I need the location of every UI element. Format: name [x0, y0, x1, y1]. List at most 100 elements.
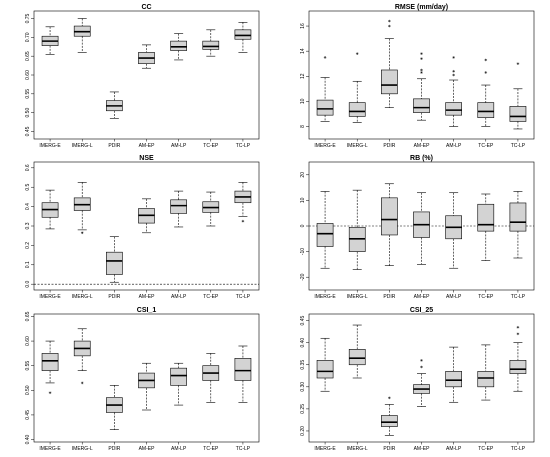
y-tick-label: 16	[300, 23, 306, 29]
box-imerg-e	[316, 337, 334, 392]
box-iqr	[509, 202, 527, 232]
y-tick-label: 0.35	[300, 360, 306, 370]
box-tc-ep	[477, 58, 495, 127]
y-tick-label: 0.65	[25, 311, 31, 321]
box-imerg-l	[348, 189, 366, 270]
y-tick-label: 0	[300, 224, 306, 227]
y-tick-label: 0.0	[25, 280, 31, 287]
box-iqr	[348, 102, 366, 117]
plot-frame	[33, 161, 260, 291]
x-tick-label: AM-EP	[139, 446, 156, 452]
box-am-lp	[170, 362, 187, 406]
outlier-point	[241, 219, 245, 223]
y-tick-label: 0.50	[25, 385, 31, 395]
x-tick-label: TC-EP	[478, 143, 494, 149]
outlier-point	[80, 231, 84, 235]
panel-nse: NSE 0.0 0.1 0.2 0.3 0.4 0.5 0.6 IMERG-E IMERG-L PD…	[25, 155, 260, 300]
box-imerg-l	[73, 18, 91, 53]
panel-title: NSE	[139, 155, 154, 162]
x-tick-label: PDIR	[108, 143, 120, 149]
box-pdir	[106, 385, 123, 430]
y-tick-label: 0.65	[25, 51, 31, 61]
y-tick-label: 0.55	[25, 361, 31, 371]
x-tick-label: AM-LP	[171, 143, 187, 149]
x-tick-label: IMERG-L	[347, 143, 368, 149]
x-tick-label: IMERG-L	[72, 294, 93, 300]
box-tc-ep	[202, 353, 220, 403]
box-imerg-e	[41, 189, 59, 230]
box-iqr	[316, 99, 334, 116]
y-tick-label: 0.45	[25, 410, 31, 420]
box-pdir	[381, 396, 398, 436]
y-tick-label: 0.60	[25, 336, 31, 346]
x-tick-label: TC-LP	[511, 446, 526, 452]
x-tick-label: TC-LP	[511, 294, 526, 300]
x-tick-label: PDIR	[108, 446, 120, 452]
box-iqr	[234, 358, 252, 381]
box-iqr	[509, 360, 527, 374]
box-tc-lp	[234, 21, 252, 53]
x-tick-label: IMERG-E	[39, 143, 61, 149]
box-imerg-l	[73, 182, 91, 235]
box-iqr	[445, 371, 462, 388]
panel-cc: CC 0.45 0.50 0.55 0.60 0.65 0.70 0.75 IMERG-E IME…	[25, 4, 260, 149]
box-tc-ep	[202, 191, 220, 227]
y-tick-label: 0.40	[25, 434, 31, 444]
box-am-ep	[413, 52, 430, 121]
outlier-point	[420, 68, 423, 72]
x-tick-label: IMERG-E	[39, 446, 61, 452]
box-iqr	[509, 106, 527, 122]
y-tick-label: 12	[300, 73, 306, 79]
y-tick-label: 0.50	[25, 108, 31, 118]
y-tick-label: 0.70	[25, 32, 31, 42]
outlier-point	[516, 325, 520, 329]
x-tick-label: IMERG-E	[314, 143, 336, 149]
box-pdir	[106, 91, 123, 119]
outlier-point	[516, 332, 520, 336]
box-iqr	[381, 415, 398, 427]
outlier-point	[420, 359, 423, 362]
outlier-point	[420, 365, 423, 369]
y-tick-label: -10	[300, 248, 306, 255]
box-tc-lp	[234, 182, 252, 223]
x-tick-label: TC-EP	[203, 446, 219, 452]
outlier-point	[452, 56, 455, 59]
outlier-point	[355, 52, 359, 55]
box-tc-ep	[202, 29, 220, 57]
x-tick-label: AM-EP	[139, 143, 156, 149]
box-tc-lp	[509, 191, 527, 259]
box-iqr	[316, 223, 334, 247]
x-tick-label: IMERG-L	[72, 143, 93, 149]
x-tick-label: IMERG-L	[72, 446, 93, 452]
x-tick-label: TC-EP	[478, 446, 494, 452]
box-pdir	[106, 236, 123, 283]
box-iqr	[413, 98, 430, 113]
y-tick-label: 0.20	[300, 426, 306, 436]
x-tick-label: AM-LP	[446, 446, 462, 452]
box-iqr	[477, 102, 495, 118]
x-tick-label: IMERG-L	[347, 446, 368, 452]
panel-csi-1: CSI_1 0.40 0.45 0.50 0.55 0.60 0.65 IMERG-E IMER…	[25, 307, 260, 452]
outlier-point	[452, 73, 455, 77]
x-tick-label: PDIR	[383, 446, 395, 452]
box-imerg-e	[41, 340, 59, 395]
outlier-point	[452, 69, 455, 73]
x-tick-label: IMERG-L	[347, 294, 368, 300]
box-am-lp	[170, 33, 187, 61]
box-tc-lp	[509, 62, 527, 130]
y-tick-label: 10	[300, 197, 306, 203]
panel-title: CC	[141, 4, 151, 11]
box-am-lp	[170, 190, 187, 228]
box-iqr	[445, 102, 462, 116]
x-tick-label: TC-LP	[236, 446, 251, 452]
box-am-ep	[138, 362, 155, 411]
x-tick-label: TC-EP	[203, 143, 219, 149]
x-tick-label: TC-EP	[478, 294, 494, 300]
panel-title: RMSE (mm/day)	[395, 4, 448, 11]
box-iqr	[41, 353, 59, 371]
box-am-ep	[138, 44, 155, 69]
y-tick-label: 0.5	[25, 184, 31, 191]
panel-csi-25: CSI_25 0.20 0.25 0.30 0.35 0.40 0.45 IMERG-E IME…	[300, 307, 535, 452]
x-tick-label: AM-LP	[446, 294, 462, 300]
y-tick-label: 0.6	[25, 164, 31, 171]
